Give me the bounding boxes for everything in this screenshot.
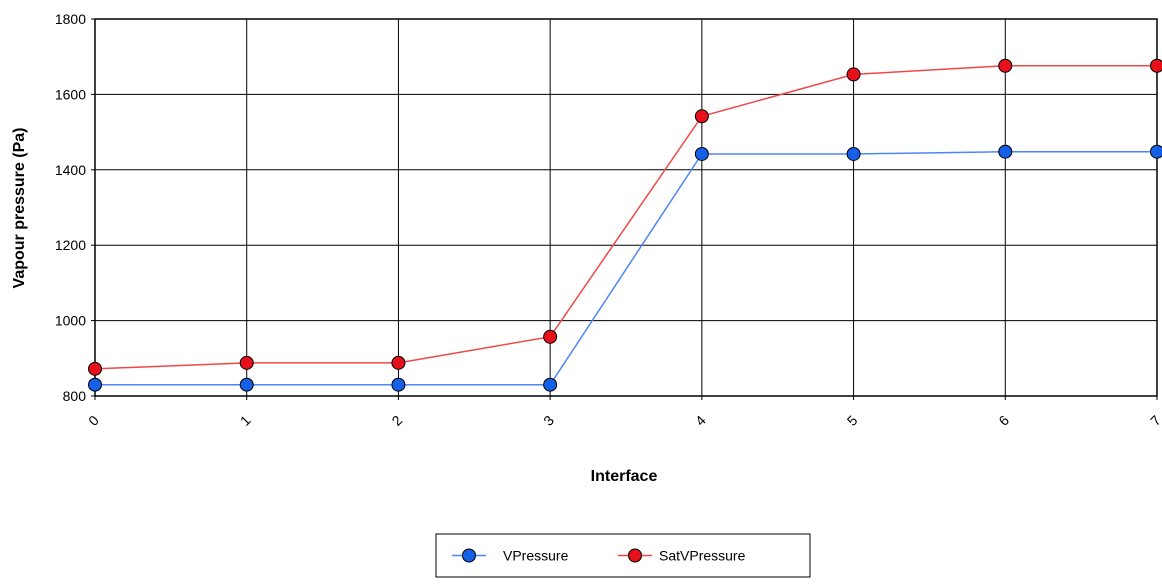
y-tick-label: 1000	[55, 313, 86, 329]
data-point	[392, 356, 405, 369]
data-point	[392, 378, 405, 391]
legend-marker	[463, 549, 476, 562]
data-point	[999, 145, 1012, 158]
data-point	[89, 362, 102, 375]
x-tick-label: 0	[85, 412, 102, 429]
y-tick-label: 1400	[55, 162, 86, 178]
data-point	[695, 147, 708, 160]
data-point	[1151, 59, 1162, 72]
x-tick-label: 3	[540, 412, 557, 429]
data-point	[1151, 145, 1162, 158]
x-tick-label: 7	[1147, 412, 1162, 429]
data-point	[240, 378, 253, 391]
x-tick-label: 1	[237, 412, 254, 429]
y-tick-label: 1600	[55, 86, 86, 102]
data-point	[544, 330, 557, 343]
legend-item-vpressure: VPressure	[452, 548, 569, 564]
x-axis-title: Interface	[591, 468, 658, 485]
y-tick-label: 800	[63, 388, 87, 404]
data-point	[847, 147, 860, 160]
legend-label: VPressure	[503, 548, 569, 564]
data-point	[847, 68, 860, 81]
legend: VPressure SatVPressure	[436, 534, 810, 577]
x-tick-label: 5	[844, 412, 861, 429]
y-axis-title: Vapour pressure (Pa)	[11, 128, 28, 289]
series-layer	[89, 59, 1162, 391]
axes: 800 1000 1200 1400 1600 1800 0 1 2 3 4 5 6 7	[55, 11, 1162, 429]
data-point	[240, 356, 253, 369]
series-line	[95, 66, 1157, 369]
y-tick-label: 1200	[55, 237, 86, 253]
legend-marker	[629, 549, 642, 562]
labels: Interface Vapour pressure (Pa)	[11, 128, 657, 485]
y-tick-label: 1800	[55, 11, 86, 27]
series-vpressure	[89, 145, 1162, 391]
data-point	[695, 110, 708, 123]
x-tick-label: 4	[692, 412, 709, 429]
series-line	[95, 152, 1157, 385]
grid	[95, 19, 1157, 396]
x-tick-label: 2	[388, 412, 405, 429]
legend-label: SatVPressure	[659, 548, 746, 564]
series-satvpressure	[89, 59, 1162, 375]
x-tick-label: 6	[995, 412, 1012, 429]
data-point	[999, 59, 1012, 72]
data-point	[544, 378, 557, 391]
legend-item-satvpressure: SatVPressure	[618, 548, 746, 564]
plot-border	[95, 19, 1157, 396]
data-point	[89, 378, 102, 391]
